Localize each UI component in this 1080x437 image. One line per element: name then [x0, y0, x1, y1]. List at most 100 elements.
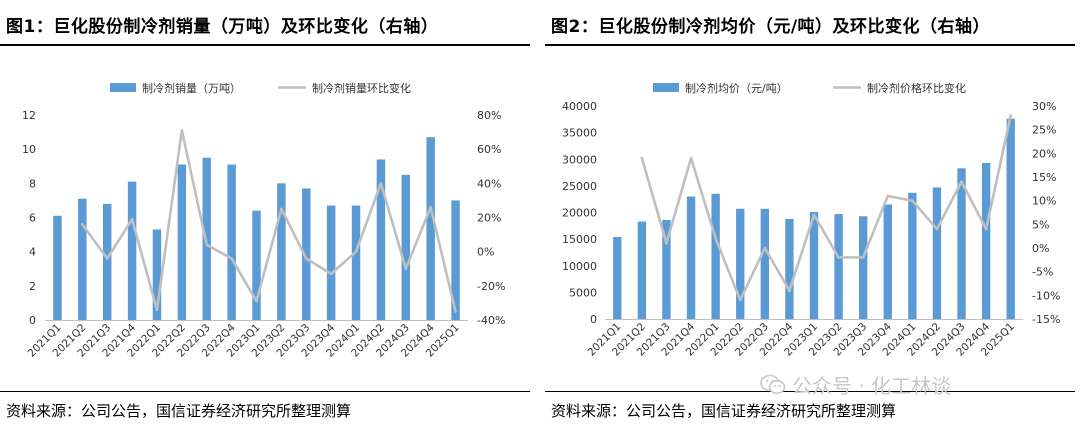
- change-point: [280, 207, 283, 211]
- bar: [326, 205, 336, 320]
- change-point: [788, 289, 791, 292]
- left-chart-panel: 图1：巨化股份制冷剂销量（万吨）及环比变化（右轴） 制冷剂销量（万吨） 制冷剂销量…: [0, 0, 530, 437]
- bar: [152, 229, 162, 320]
- change-point: [130, 217, 134, 221]
- y-left-tick-label: 8: [29, 177, 36, 190]
- bar: [451, 200, 460, 320]
- bar: [376, 159, 386, 320]
- watermark-text: 公众号 · 化工林谈: [792, 374, 952, 398]
- change-point: [379, 182, 383, 185]
- watermark: 公众号 · 化工林谈: [760, 370, 951, 399]
- bar: [401, 174, 411, 320]
- legend-line-label: 制冷剂价格环比变化: [867, 81, 966, 95]
- change-point: [935, 227, 939, 231]
- source-divider: [0, 391, 530, 392]
- y-right-tick-label: 20%: [477, 212, 501, 225]
- change-point: [911, 199, 914, 202]
- bar: [711, 193, 720, 319]
- bar: [686, 196, 696, 319]
- y-right-tick-label: 0%: [1032, 242, 1049, 255]
- y-left-tick-label: 4: [29, 246, 36, 259]
- y-right-tick-label: 60%: [477, 143, 501, 156]
- bar: [981, 162, 991, 319]
- change-point: [329, 272, 333, 276]
- y-left-tick-label: 5000: [569, 286, 597, 299]
- change-point: [665, 241, 668, 245]
- source-note: 资料来源：公司公告，国信证券经济研究所整理测算: [551, 402, 897, 420]
- change-line: [81, 129, 457, 312]
- y-right-tick-label: 80%: [477, 109, 501, 122]
- y-left-tick-label: 20000: [562, 207, 597, 220]
- bar: [127, 181, 137, 320]
- bar: [883, 204, 892, 319]
- change-point: [454, 310, 457, 313]
- bar: [662, 219, 671, 319]
- y-left-tick-label: 15000: [562, 233, 597, 246]
- chart-legend: 制冷剂均价（元/吨） 制冷剂价格环比变化: [653, 81, 966, 95]
- bar: [736, 208, 745, 319]
- average-price-chart: 制冷剂均价（元/吨） 制冷剂价格环比变化 0 5000 10000 15000 20000 2…: [562, 81, 1060, 359]
- bar: [908, 192, 917, 319]
- change-point: [984, 227, 988, 231]
- title-divider: [0, 44, 530, 46]
- y-left-tick-label: 10: [22, 143, 36, 156]
- change-point: [812, 213, 816, 217]
- y-left-tick-label: 35000: [562, 127, 597, 140]
- change-point: [763, 246, 767, 250]
- change-point: [304, 257, 308, 260]
- wechat-icon: [760, 374, 786, 394]
- y-right-tick-label: -5%: [1032, 266, 1053, 279]
- bar: [351, 205, 361, 320]
- legend-bar-swatch: [110, 83, 136, 92]
- y-right-tick-label: 20%: [1032, 147, 1056, 160]
- change-point: [738, 298, 742, 302]
- change-point: [81, 223, 84, 226]
- change-point: [640, 156, 644, 160]
- bar: [957, 168, 966, 319]
- y-right-tick-label: 10%: [1032, 195, 1056, 208]
- change-point: [886, 194, 890, 198]
- y-left-tick-label: 6: [29, 212, 36, 225]
- change-point: [230, 257, 233, 260]
- legend-bar-label: 制冷剂销量（万吨）: [142, 81, 241, 95]
- bar: [177, 164, 187, 320]
- change-point: [354, 250, 358, 253]
- change-point: [714, 237, 717, 240]
- y-right-tick-label: 30%: [1032, 100, 1056, 113]
- y-right-tick-label: 0%: [477, 246, 494, 259]
- change-line: [640, 115, 1012, 302]
- bar: [932, 187, 942, 319]
- change-point: [837, 256, 840, 259]
- change-point: [429, 205, 432, 209]
- y-right-tick-label: -40%: [477, 314, 505, 327]
- y-left-tick-label: 30000: [562, 153, 597, 166]
- y-right-tick-label: 40%: [477, 177, 501, 190]
- change-point: [180, 129, 184, 132]
- change-point: [861, 256, 865, 259]
- legend-bar-label: 制冷剂均价（元/吨）: [685, 81, 788, 95]
- bar: [227, 164, 236, 320]
- legend-line-label: 制冷剂销量环比变化: [312, 81, 411, 95]
- bar: [302, 188, 311, 320]
- y-left-tick-label: 25000: [562, 180, 597, 193]
- bar: [252, 210, 261, 320]
- change-point: [1009, 114, 1013, 117]
- y-left-tick-label: 12: [22, 109, 36, 122]
- y-right-tick-label: -10%: [1032, 289, 1060, 302]
- y-right-tick-label: 5%: [1032, 218, 1049, 231]
- y-right-tick-label: -15%: [1032, 313, 1060, 326]
- legend-bar-swatch: [653, 83, 679, 92]
- y-left-tick-label: 0: [590, 313, 597, 326]
- bar: [785, 218, 794, 319]
- source-divider: [545, 391, 1075, 392]
- bar: [613, 236, 622, 319]
- y-left-tick-label: 40000: [562, 100, 597, 113]
- title-divider: [545, 44, 1075, 46]
- y-left-tick-label: 0: [29, 314, 36, 327]
- bar: [858, 216, 868, 319]
- change-point: [689, 156, 693, 160]
- chart-title: 图2：巨化股份制冷剂均价（元/吨）及环比变化（右轴）: [551, 17, 991, 37]
- bar: [102, 203, 112, 320]
- chart-legend: 制冷剂销量（万吨） 制冷剂销量环比变化: [110, 81, 411, 95]
- change-point: [404, 267, 408, 271]
